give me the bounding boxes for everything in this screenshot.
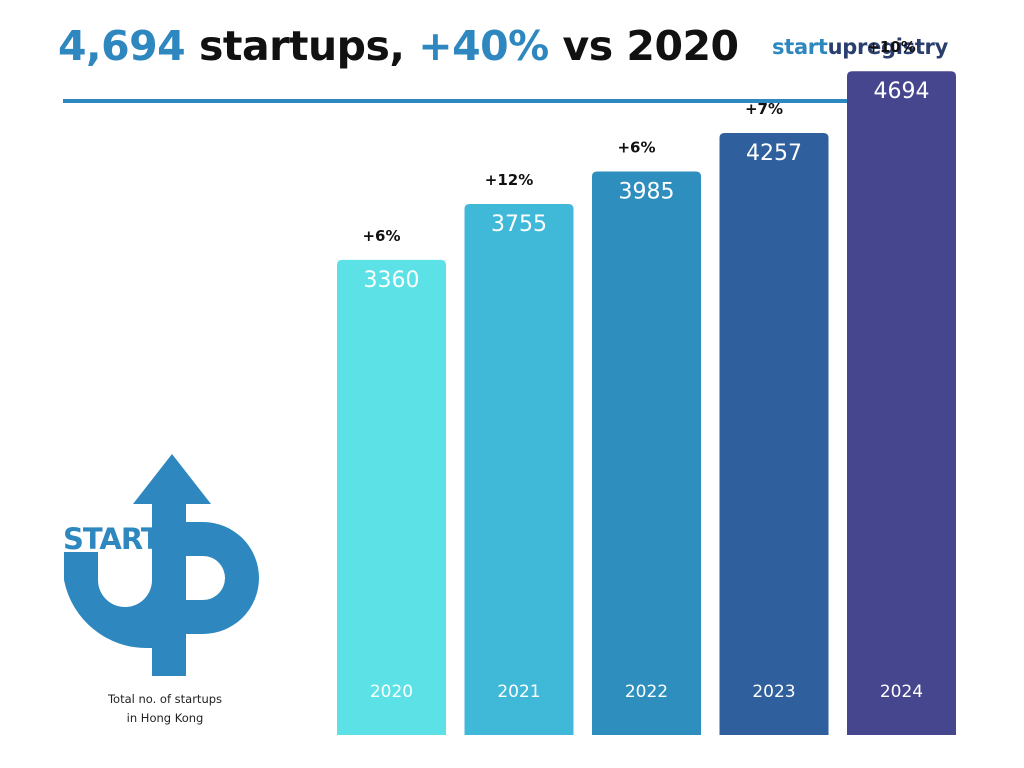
value-label-2023: 4257	[746, 141, 802, 166]
bar-2020	[337, 259, 446, 735]
headline-growth: +40%	[418, 22, 549, 70]
brand-logo-part-a: start	[772, 35, 828, 59]
logo-u-shape	[64, 552, 152, 649]
change-label-2024: +10%	[867, 38, 915, 56]
headline-growth-suffix: vs 2020	[548, 22, 740, 70]
startup-arrow-logo-icon: START	[63, 454, 259, 676]
value-label-2024: 4694	[874, 79, 930, 104]
category-label-2022: 2022	[625, 682, 668, 702]
category-label-2020: 2020	[370, 682, 413, 702]
change-label-2022: +6%	[617, 138, 655, 156]
logo-arrow-shaft	[152, 502, 186, 676]
bar-2024	[847, 71, 956, 735]
headline-count-suffix: startups,	[185, 22, 419, 70]
headline: 4,694 startups, +40% vs 2020	[58, 22, 739, 70]
bar-2022	[592, 171, 701, 735]
logo-p-bowl	[186, 522, 259, 634]
brand-logo-part-b: upregistry	[827, 35, 949, 59]
change-label-2021: +12%	[485, 171, 533, 189]
logo-arrowhead	[133, 454, 211, 504]
value-label-2022: 3985	[619, 179, 675, 204]
value-label-2020: 3360	[364, 268, 420, 293]
caption-line-1: Total no. of startups	[107, 692, 223, 706]
bar-2023	[719, 133, 829, 735]
category-label-2021: 2021	[497, 682, 540, 702]
chart-caption: Total no. of startups in Hong Kong	[88, 690, 242, 728]
bar-2021	[464, 203, 574, 736]
category-label-2024: 2024	[880, 682, 923, 702]
change-label-2023: +7%	[745, 100, 783, 118]
value-label-2021: 3755	[491, 212, 547, 237]
logo-start-text: START	[63, 522, 161, 556]
headline-count: 4,694	[58, 22, 186, 70]
category-label-2023: 2023	[752, 682, 795, 702]
brand-logo: startupregistry	[772, 35, 948, 59]
title-divider	[63, 99, 947, 103]
change-label-2020: +6%	[362, 227, 400, 245]
caption-line-2: in Hong Kong	[126, 711, 204, 725]
